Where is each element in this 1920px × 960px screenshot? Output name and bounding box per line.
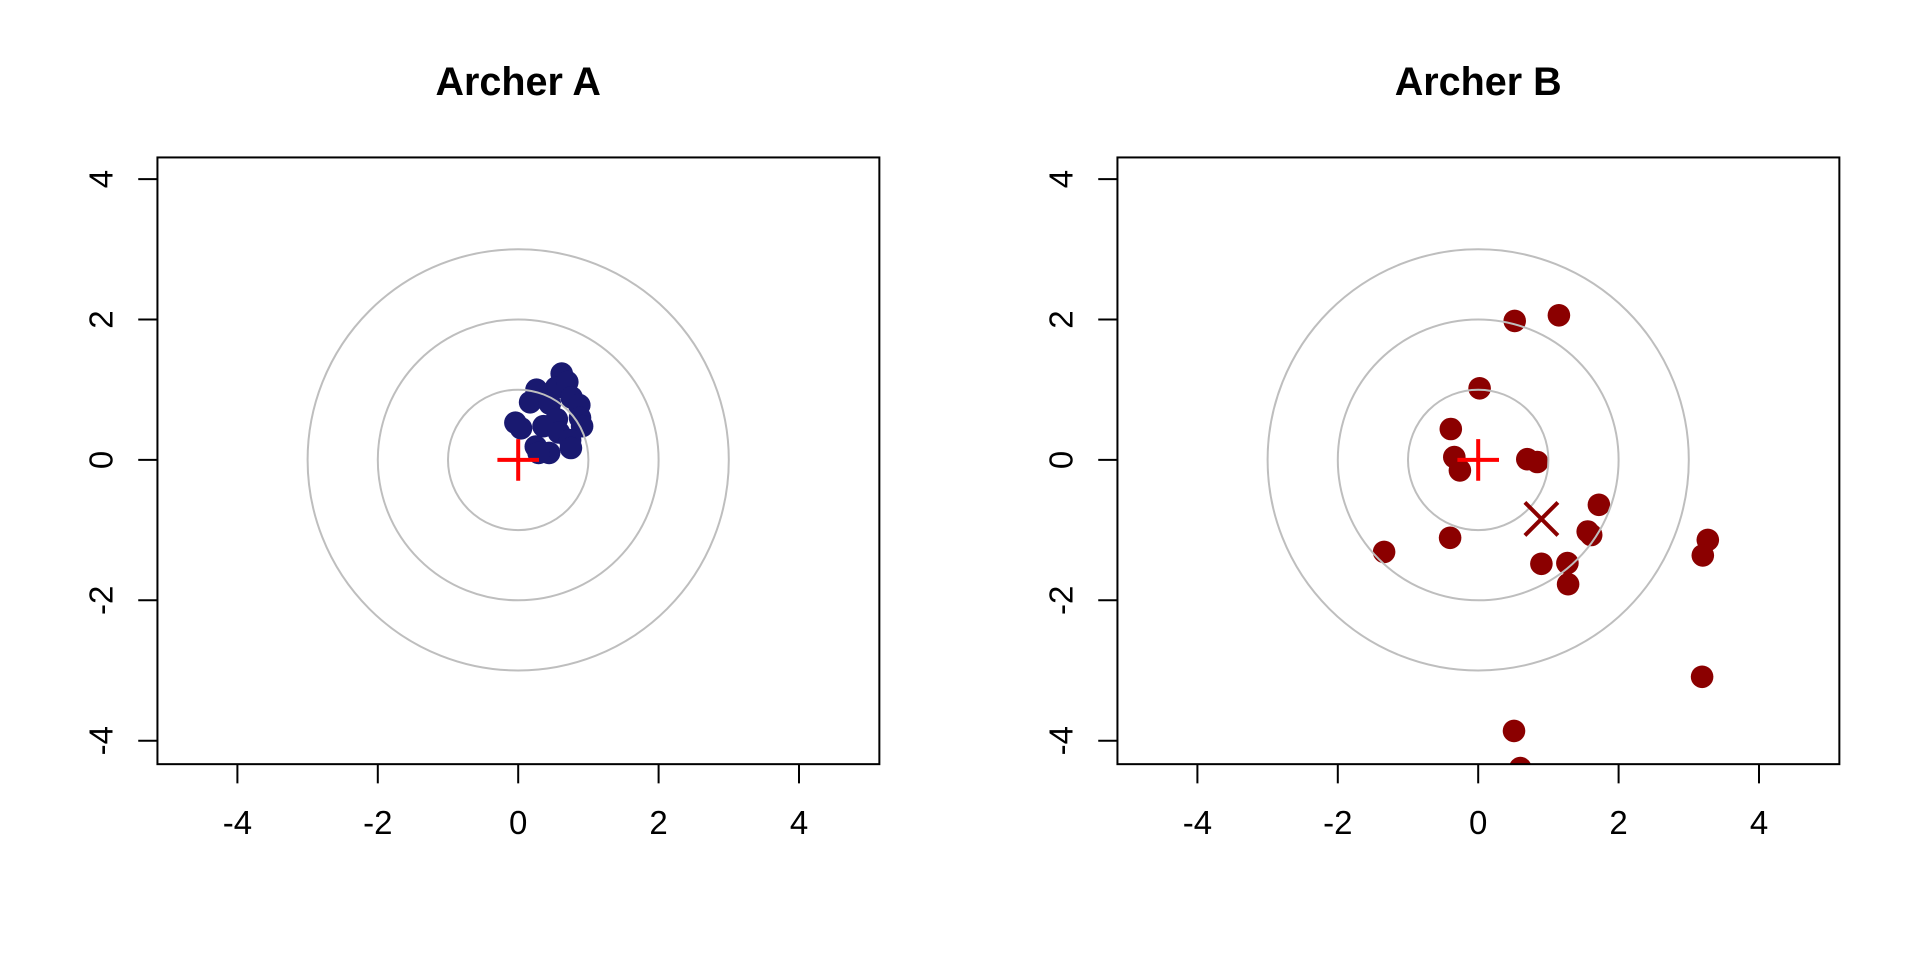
svg-text:-2: -2: [83, 586, 120, 615]
svg-text:2: 2: [1609, 804, 1627, 841]
svg-text:-2: -2: [1323, 804, 1352, 841]
svg-text:2: 2: [1043, 310, 1080, 328]
svg-text:0: 0: [1043, 451, 1080, 469]
svg-text:0: 0: [83, 451, 120, 469]
svg-text:2: 2: [83, 310, 120, 328]
svg-text:-4: -4: [1183, 804, 1212, 841]
svg-text:-4: -4: [1043, 726, 1080, 755]
svg-text:2: 2: [649, 804, 667, 841]
svg-text:Archer A: Archer A: [436, 60, 601, 104]
svg-text:-4: -4: [83, 726, 120, 755]
svg-text:0: 0: [1469, 804, 1487, 841]
svg-text:-2: -2: [363, 804, 392, 841]
svg-text:0: 0: [509, 804, 527, 841]
svg-text:4: 4: [1750, 804, 1768, 841]
svg-text:Archer B: Archer B: [1395, 60, 1562, 104]
svg-text:-2: -2: [1043, 586, 1080, 615]
svg-text:4: 4: [790, 804, 808, 841]
svg-text:-4: -4: [223, 804, 252, 841]
svg-text:4: 4: [83, 170, 120, 188]
svg-text:4: 4: [1043, 170, 1080, 188]
